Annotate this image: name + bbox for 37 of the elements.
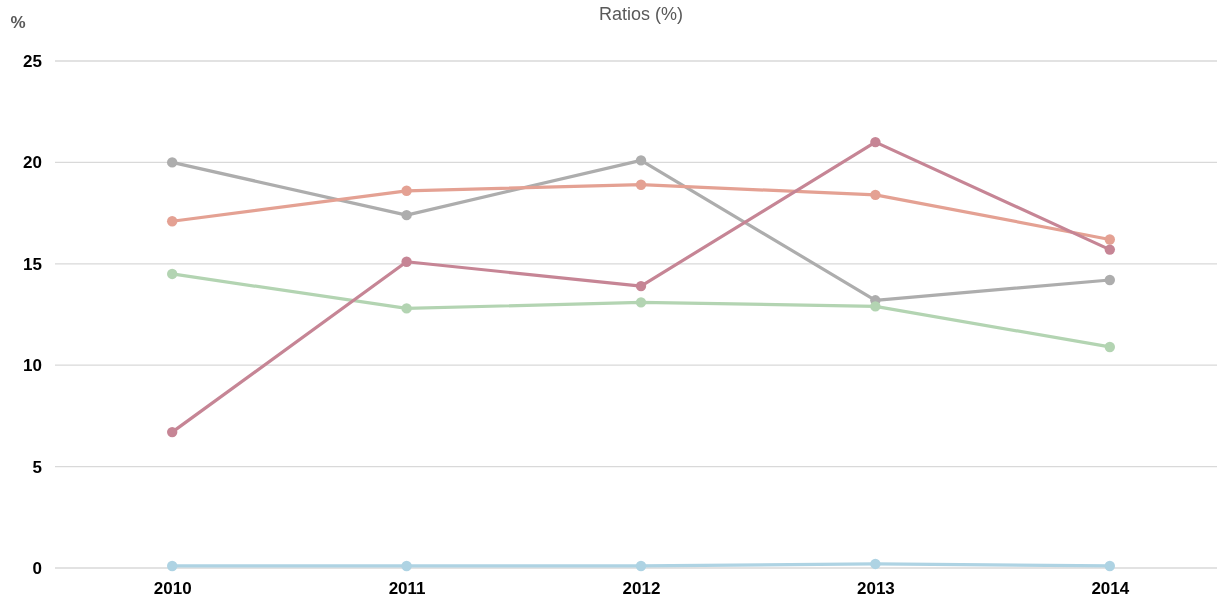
point [870, 136, 881, 148]
y-tick-label: 5 [32, 457, 42, 477]
point [635, 155, 647, 166]
point [635, 280, 647, 292]
point [870, 301, 881, 312]
point [1104, 341, 1115, 353]
y-tick-label: 0 [32, 558, 42, 578]
chart-title: Ratios (%) [598, 4, 684, 24]
point [401, 256, 412, 267]
point [167, 268, 178, 280]
y-tick-label: 10 [23, 356, 42, 376]
point [870, 558, 881, 570]
point [401, 209, 412, 221]
point [1104, 234, 1115, 245]
point [635, 560, 647, 572]
x-tick-label: 2013 [856, 579, 895, 599]
y-axis-title: % [10, 13, 26, 32]
point [401, 303, 412, 314]
point [635, 297, 647, 308]
point [167, 560, 178, 572]
x-tick-label: 2012 [622, 579, 661, 599]
point [167, 216, 178, 227]
point [401, 185, 412, 196]
y-tick-label: 15 [23, 254, 42, 274]
point [401, 560, 412, 572]
point [870, 189, 881, 201]
point [1104, 560, 1115, 572]
point [635, 179, 647, 190]
y-tick-label: 25 [23, 51, 42, 71]
y-tick-label: 20 [23, 153, 42, 173]
x-tick-label: 2011 [388, 579, 426, 599]
point [167, 157, 178, 168]
x-tick-label: 2014 [1091, 579, 1130, 599]
point [1104, 244, 1115, 255]
point [167, 426, 178, 438]
x-tick-label: 2010 [153, 579, 192, 599]
point [1104, 274, 1115, 286]
